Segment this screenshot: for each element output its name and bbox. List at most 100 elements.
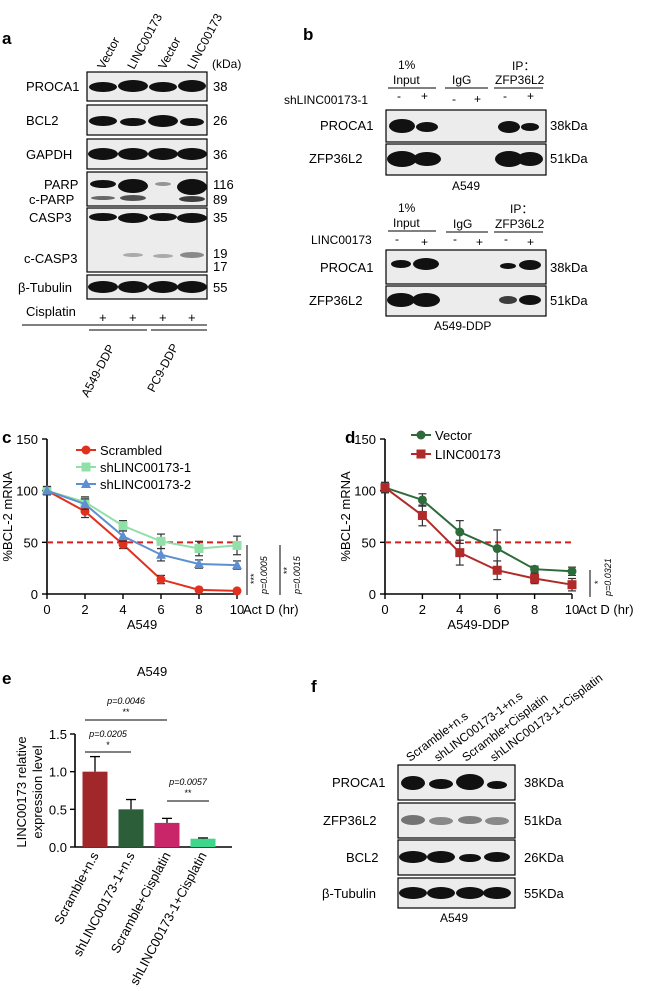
legend-marker [416,430,426,440]
kda-unit-label: (kDa) [212,57,241,71]
data-point [118,530,128,541]
y-tick-label: 100 [16,484,38,499]
x-tick-label: 2 [419,602,426,617]
sign: + [474,92,481,106]
significance-stars: * [593,580,603,584]
data-point [232,540,242,550]
group-label: A549-DDP [78,342,117,399]
row-label: β-Tubulin [18,280,72,295]
kda-value: 26KDa [524,850,565,865]
kda-value: 51kDa [524,813,562,828]
data-point [492,565,502,575]
y-tick-label: 0.5 [49,802,67,817]
panel-a-blots [86,71,208,300]
row-label: CASP3 [29,210,72,225]
cell-label: A549 [452,179,480,193]
col-header: IgG [452,73,471,87]
legend-label: Vector [435,428,473,443]
y-tick-label: 150 [16,432,38,447]
kda-value: 38kDa [550,118,588,133]
col-header: 1% [398,58,416,72]
x-tick-label: 10 [565,602,579,617]
kda-value: 55KDa [524,886,565,901]
kda-value: 17 [213,259,227,274]
data-point [118,521,128,531]
factor-label: LINC00173 [311,233,372,247]
row-label: ZFP36L2 [309,151,362,166]
sign: - [503,89,507,103]
y-tick-label: 100 [354,484,376,499]
kda-value: 19 [213,246,227,261]
sign: + [129,310,137,325]
panel-label-e: e [2,669,11,688]
legend-marker [81,462,91,472]
data-point [194,558,204,569]
data-point [42,485,52,495]
data-point [156,575,166,585]
row-label: PROCA1 [26,79,79,94]
col-header: Input [393,216,420,230]
row-label: ZFP36L2 [323,813,376,828]
col-header: IP： [510,202,533,216]
bar [118,809,144,847]
legend-label: LINC00173 [435,447,501,462]
data-point [156,549,166,559]
bar [154,822,180,847]
panel-label-f: f [311,677,317,696]
data-point [232,559,242,570]
data-point [567,566,577,576]
y-tick-label: 1.0 [49,765,67,780]
sign: + [421,89,428,103]
legend-label: shLINC00173-1 [100,460,191,475]
factor-label: shLINC00173-1 [284,93,368,107]
sign: - [452,92,456,106]
cell-label: A549-DDP [447,617,509,632]
data-point [417,510,427,520]
col-header: IgG [453,217,472,231]
series-line [46,489,238,567]
lane-label: Vector [155,35,183,72]
data-point [194,544,204,554]
bar [82,771,108,847]
sign: - [395,232,399,246]
row-label: ZFP36L2 [309,293,362,308]
chart-e: A549 0.0 0.5 1.0 1.5 LINC00173 relative expres… [14,664,232,988]
x-tick-label: 0 [43,602,50,617]
y-tick-label: 50 [24,535,38,550]
kda-value: 38kDa [550,260,588,275]
col-header: 1% [398,201,416,215]
col-header: ZFP36L2 [495,217,545,231]
panel-a-lane-labels: Vector LINC00173 Vector LINC00173 [94,11,225,71]
row-label: PARP [44,177,78,192]
treatment-label: Cisplatin [26,304,76,319]
x-tick-label: 4 [119,602,126,617]
panel-label-a: a [2,29,12,48]
kda-value: 89 [213,192,227,207]
y-tick-label: 0 [31,587,38,602]
data-point [567,580,577,590]
significance-stars: ** [122,707,130,717]
data-point [455,527,465,537]
lane-label: shLINC00173-1+Cisplatin [487,671,605,765]
data-point [380,483,390,493]
y-axis-label: expression level [30,745,45,838]
col-header: Input [393,73,420,87]
significance-stars: ** [282,566,292,574]
data-point [156,536,166,546]
panel-label-b: b [303,25,313,44]
sign: + [188,310,196,325]
x-axis-label: Act D (hr) [578,602,634,617]
significance-stars: *** [249,573,259,584]
y-tick-label: 0 [369,587,376,602]
row-label: c-PARP [29,192,74,207]
legend-label: Scrambled [100,443,162,458]
x-tick-label: 8 [531,602,538,617]
y-tick-label: 50 [362,535,376,550]
data-point [530,564,540,574]
kda-value: 26 [213,113,227,128]
series-line [46,489,238,550]
bar [190,838,216,847]
